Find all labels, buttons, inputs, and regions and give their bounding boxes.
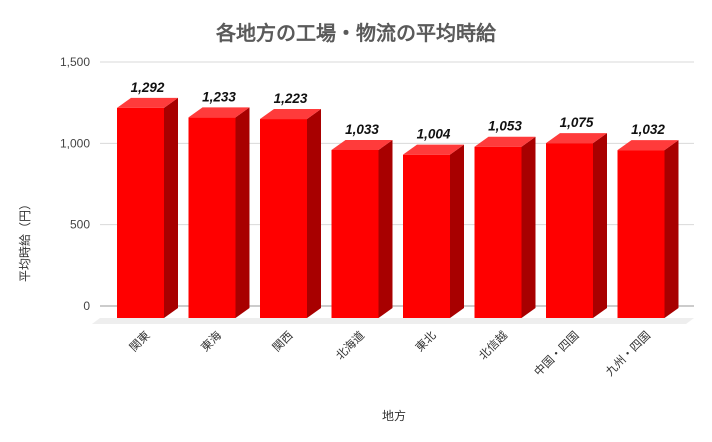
x-axis-category-labels: 関東 東海 関西 北海道 東北 北信越 中国・四国 九州・四国: [126, 328, 653, 379]
chart-floor-plane: [92, 318, 694, 324]
bar-top-face: [474, 136, 536, 147]
value-label: 1,292: [131, 80, 165, 95]
bar-front-face: [331, 149, 379, 318]
bar-top-face: [188, 107, 250, 118]
bar-top-face: [403, 144, 464, 155]
bar-front-face: [617, 150, 665, 318]
bar-front-face: [260, 119, 307, 318]
bar-front-face: [403, 154, 450, 318]
bar-front-face: [474, 146, 522, 318]
y-tick-label: 1,500: [60, 55, 90, 69]
value-labels: 1,292 1,233 1,223 1,033 1,004 1,053 1,075 1,032: [131, 80, 666, 142]
bar: [188, 107, 250, 318]
bar-side-face: [164, 97, 178, 319]
y-tick-label: 500: [70, 218, 90, 232]
y-tick-label: 0: [83, 299, 90, 313]
x-category-label: 東海: [198, 328, 225, 355]
bar: [617, 140, 679, 318]
x-category-label: 北信越: [476, 328, 511, 363]
bars: [117, 97, 679, 319]
value-label: 1,033: [345, 122, 379, 137]
bar-side-face: [521, 136, 536, 318]
bar-side-face: [235, 107, 250, 318]
y-axis-ticks: 0 500 1,000 1,500: [60, 55, 90, 313]
bar-front-face: [117, 107, 164, 319]
value-label: 1,075: [560, 115, 594, 130]
x-axis-title: 地方: [382, 408, 406, 423]
bar: [403, 144, 464, 318]
bar: [331, 139, 393, 318]
bar: [474, 136, 536, 318]
x-category-label: 九州・四国: [603, 328, 654, 379]
value-label: 1,004: [417, 127, 451, 142]
x-category-label: 東北: [412, 328, 439, 355]
bar-side-face: [307, 109, 321, 318]
bar: [117, 97, 178, 319]
bar-side-face: [378, 139, 393, 318]
value-label: 1,053: [488, 119, 522, 134]
x-category-label: 関東: [126, 328, 153, 355]
bar-top-face: [260, 109, 321, 120]
bar-front-face: [546, 143, 593, 318]
x-category-label: 北海道: [333, 328, 368, 363]
value-label: 1,223: [274, 91, 308, 106]
value-label: 1,032: [631, 122, 665, 137]
x-category-label: 関西: [269, 328, 295, 354]
value-label: 1,233: [202, 89, 236, 104]
x-category-label: 中国・四国: [531, 328, 582, 379]
bar-top-face: [117, 97, 178, 108]
bar-side-face: [593, 133, 607, 318]
bar-side-face: [664, 140, 679, 318]
bar: [546, 133, 607, 318]
bar-top-face: [617, 140, 679, 151]
chart-title: 各地方の工場・物流の平均時給: [215, 21, 497, 45]
y-axis-title: 平均時給（円）: [18, 198, 32, 282]
bar-side-face: [450, 144, 464, 318]
bar-top-face: [546, 133, 607, 144]
y-tick-label: 1,000: [60, 136, 90, 150]
bar-front-face: [188, 117, 236, 318]
bar-top-face: [331, 139, 393, 150]
bar: [260, 109, 321, 318]
